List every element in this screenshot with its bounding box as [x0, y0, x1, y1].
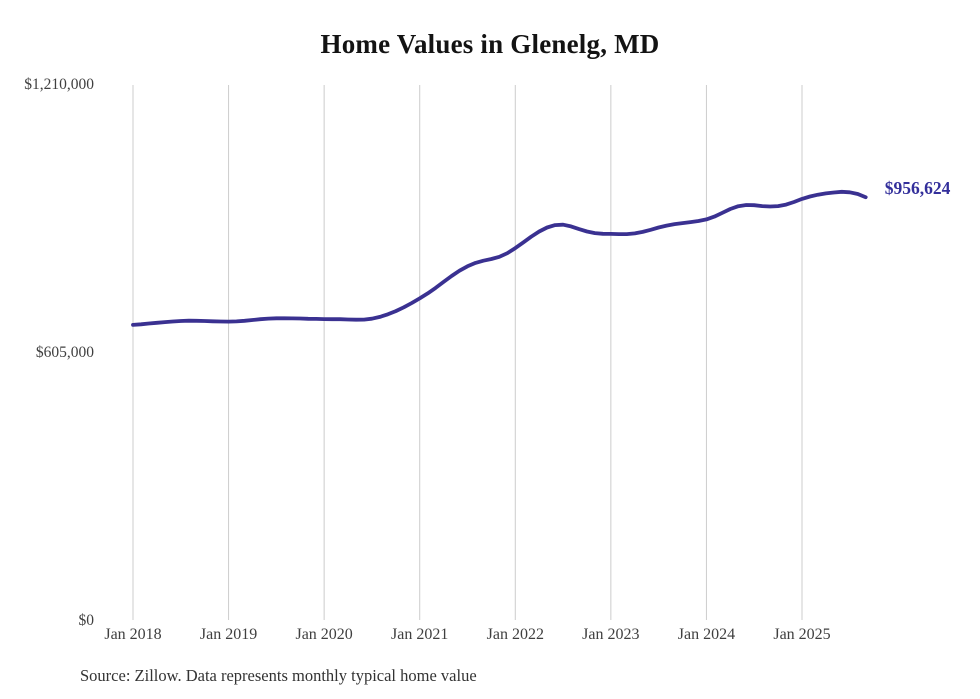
chart-title: Home Values in Glenelg, MD	[320, 29, 660, 59]
home-value-line	[131, 189, 868, 327]
x-axis-tick-label: Jan 2024	[677, 626, 736, 643]
x-axis-tick-label: Jan 2022	[486, 626, 544, 643]
x-axis-tick-label: Jan 2020	[295, 626, 353, 643]
x-axis-tick-label: Jan 2019	[199, 626, 258, 643]
x-axis-tick-label: Jan 2021	[391, 626, 449, 643]
x-axis-tick-label: Jan 2018	[104, 626, 162, 643]
source-note: Source: Zillow. Data represents monthly …	[80, 666, 477, 685]
y-axis-tick-label: $1,210,000	[24, 76, 94, 93]
x-axis-tick-label: Jan 2025	[773, 626, 831, 643]
y-axis-tick-label: $605,000	[35, 344, 94, 361]
x-axis-tick-label: Jan 2023	[582, 626, 640, 643]
gridlines	[132, 85, 803, 620]
y-axis-tick-label: $0	[78, 612, 95, 629]
latest-value-label: $956,624	[884, 178, 951, 199]
